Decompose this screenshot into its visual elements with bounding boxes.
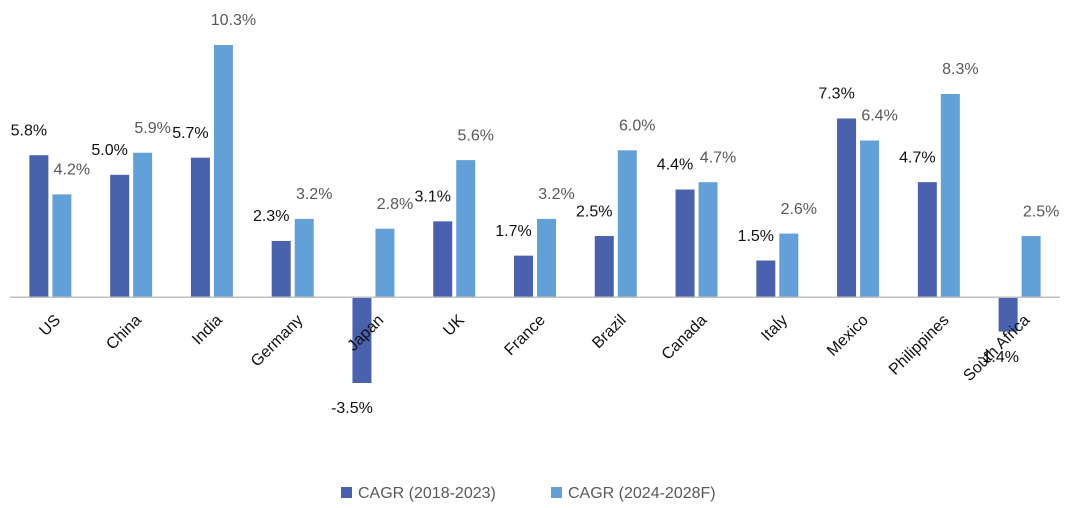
bar [352,297,372,383]
bar [617,150,637,298]
bar [29,155,49,298]
legend-swatch [551,487,562,498]
x-tick-label: Philippines [886,312,953,379]
bar [594,236,614,298]
data-label: 2.8% [377,196,413,213]
x-tick-label: Italy [758,312,791,345]
legend-label: CAGR (2024-2028F) [568,485,716,502]
bar [375,228,395,298]
bar [756,260,776,298]
data-label: 5.9% [134,120,170,137]
bar [271,240,291,298]
data-label: 6.0% [619,118,655,135]
bar [537,218,556,298]
legend-label: CAGR (2018-2023) [358,485,496,502]
bar [675,189,695,298]
data-label: 6.4% [861,108,897,125]
bar [133,152,153,298]
bar [433,221,453,298]
bar [940,93,960,298]
data-label: 10.3% [211,12,256,29]
data-label: 5.0% [91,142,127,159]
x-tick-label: France [502,312,549,359]
data-label: 5.8% [11,122,47,139]
x-tick-label: US [36,312,64,340]
data-label: 4.7% [700,149,736,166]
bar [698,182,718,298]
data-label: 4.4% [657,157,693,174]
data-label: 1.7% [495,223,531,240]
data-label: 3.2% [538,186,574,203]
data-label: 3.2% [296,186,332,203]
data-label: 2.5% [1023,203,1059,220]
bar [456,160,476,298]
data-label: 5.7% [172,125,208,142]
x-tick-label: India [189,312,226,349]
x-tick-label: Brazil [589,312,629,352]
bar [110,174,130,298]
data-label: 2.5% [576,203,612,220]
data-label: 4.2% [54,162,90,179]
legend-swatch [341,487,352,498]
data-label: 7.3% [818,86,854,103]
data-label: -3.5% [331,400,373,417]
data-label: -1.4% [977,349,1019,366]
bar [190,157,210,298]
bar [213,45,233,298]
x-tick-label: Canada [659,312,711,364]
data-label: 4.7% [899,149,935,166]
bar [1021,236,1041,298]
data-label: 2.3% [253,208,289,225]
x-tick-label: Mexico [824,312,872,360]
bar [294,218,314,298]
bar [514,255,533,298]
x-tick-label: Germany [248,312,307,371]
bar [998,297,1018,332]
bar [779,233,799,298]
x-tick-label: UK [440,312,468,340]
data-label: 3.1% [414,189,450,206]
bar [837,118,857,298]
x-tick-label: China [103,312,145,354]
x-tick-label: South Africa [960,312,1033,385]
bar [917,182,937,298]
data-label: 2.6% [781,201,817,218]
data-label: 5.6% [457,127,493,144]
bar [52,194,72,298]
bar [860,140,880,298]
data-label: 1.5% [738,228,774,245]
data-label: 8.3% [942,61,978,78]
